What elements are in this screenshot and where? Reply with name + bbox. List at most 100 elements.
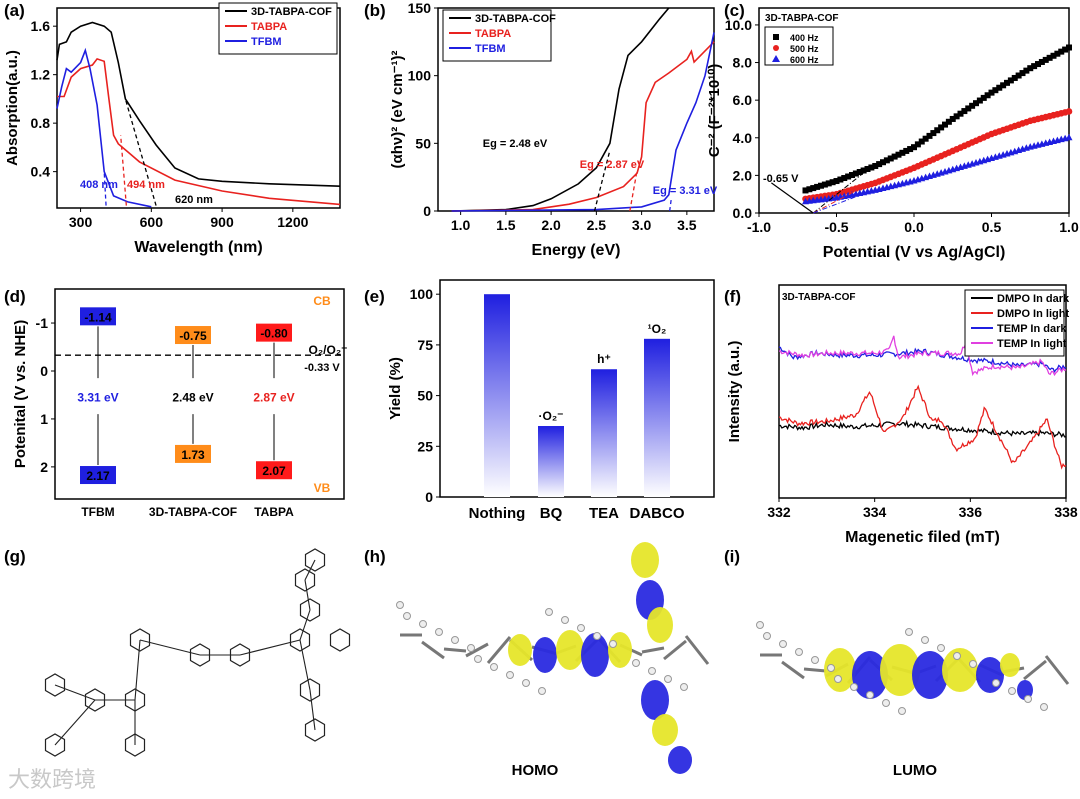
data-point <box>1011 74 1018 81</box>
data-point <box>1066 44 1072 51</box>
y-tick-label: 2 <box>40 459 48 475</box>
chart-a: 300 600 900 1200 0.4 0.8 1.2 1.6 Wavelength (nm)… <box>4 2 341 256</box>
benzene-ring <box>44 733 66 757</box>
x-category-label: TFBM <box>81 505 114 519</box>
bond <box>304 579 311 611</box>
data-point <box>876 161 883 168</box>
orbital-lobe-positive <box>508 634 532 666</box>
data-point <box>911 144 917 151</box>
hydrogen-atom <box>435 628 443 636</box>
orbital-lobe-negative <box>668 746 692 774</box>
arrow <box>771 182 814 214</box>
x-tick-label: 900 <box>210 214 234 230</box>
hydrogen-atom <box>850 683 858 691</box>
data-point <box>949 115 956 122</box>
x-tick-label: -1.0 <box>747 219 771 235</box>
panel-label: (b) <box>364 1 386 20</box>
hydrogen-atom <box>905 628 913 636</box>
x-tick-label: 336 <box>959 504 983 520</box>
hydrogen-atom <box>882 699 890 707</box>
orbital-lobe-positive <box>608 632 632 668</box>
y-tick-label: 8.0 <box>733 55 753 71</box>
benzene-ring <box>84 688 106 712</box>
vb-value: 2.07 <box>262 464 286 478</box>
data-point <box>914 141 921 148</box>
tangent-line <box>669 197 673 212</box>
orbital-lobe-positive <box>1000 653 1020 677</box>
data-point <box>969 102 976 109</box>
reference-label: O₂/O₂⁻ <box>309 343 348 357</box>
orbital-lobe-negative <box>533 637 557 673</box>
panel-label: (i) <box>724 547 740 566</box>
hydrogen-atom <box>992 679 1000 687</box>
annotation: Eg = 2.48 eV <box>483 138 548 150</box>
data-point <box>976 97 983 104</box>
molecular-bond <box>663 639 687 661</box>
benzene-ring <box>299 678 321 702</box>
hydrogen-atom <box>632 659 640 667</box>
hydrogen-atom <box>921 636 929 644</box>
x-category-label: DABCO <box>630 505 685 522</box>
benzene-ring <box>304 718 326 742</box>
data-point <box>973 100 979 107</box>
hydrogen-atom <box>756 621 764 629</box>
data-point <box>1065 133 1073 141</box>
data-point <box>872 162 879 169</box>
series-line <box>57 57 341 206</box>
data-point <box>988 89 995 96</box>
bond <box>54 684 96 701</box>
hydrogen-atom <box>937 644 945 652</box>
legend-entry: TFBM <box>251 36 282 48</box>
orbital-lobe-positive <box>942 648 978 692</box>
annotation: 408 nm <box>80 179 118 191</box>
molecular-bond <box>803 667 827 673</box>
orbital-lobe-positive <box>556 630 584 670</box>
data-point <box>945 118 952 125</box>
chart-e: 0 25 50 75 100 Yield (%) Nothing BQ ·O₂⁻ TEA h⁺ DAB… <box>387 279 715 522</box>
legend-marker <box>773 34 779 40</box>
x-axis-label: Wavelength (nm) <box>134 239 262 256</box>
plot-frame <box>439 279 715 498</box>
legend-entry: TEMP In dark <box>997 323 1067 335</box>
y-axis-label: C⁻² (F⁻²*10¹⁰) <box>706 64 723 158</box>
band-gap-label: 2.87 eV <box>253 390 294 404</box>
data-point <box>1023 67 1030 74</box>
panel-label: (h) <box>364 547 386 566</box>
orbital-lobe-positive <box>631 542 659 578</box>
data-point <box>984 92 991 99</box>
bond <box>304 559 316 581</box>
bar-label: ¹O₂ <box>648 322 667 336</box>
vb-value: 2.17 <box>86 469 110 483</box>
x-tick-label: 1200 <box>277 214 308 230</box>
cb-level-box <box>256 323 292 342</box>
benzene-ring <box>229 643 251 667</box>
y-tick-label: -1 <box>36 315 49 331</box>
y-tick-label: 0.0 <box>733 205 753 221</box>
data-point <box>957 110 964 117</box>
legend-entry: 400 Hz <box>790 33 819 43</box>
molecular-bond <box>421 640 445 660</box>
data-point <box>992 87 999 94</box>
x-tick-label: 1.0 <box>1059 219 1079 235</box>
data-point <box>922 135 929 142</box>
legend-entry: 600 Hz <box>790 55 819 65</box>
data-point <box>860 167 867 174</box>
orbital-lobe-negative <box>1017 680 1033 700</box>
molecular-bond <box>1023 659 1047 681</box>
plot-frame <box>437 7 715 212</box>
benzene-ring <box>124 733 146 757</box>
data-point <box>942 121 948 128</box>
molecular-bond <box>486 636 512 664</box>
data-point <box>880 159 886 166</box>
x-category-label: TEA <box>589 505 619 522</box>
legend-entry: DMPO In dark <box>997 293 1070 305</box>
x-axis-label: Energy (eV) <box>532 242 621 259</box>
data-point <box>903 147 910 154</box>
y-tick-label: 0 <box>425 489 433 505</box>
data-point <box>1015 72 1022 79</box>
bond <box>299 639 311 691</box>
y-tick-label: 4.0 <box>733 130 753 146</box>
hydrogen-atom <box>969 660 977 668</box>
bond <box>139 639 201 656</box>
data-point <box>1054 50 1061 57</box>
